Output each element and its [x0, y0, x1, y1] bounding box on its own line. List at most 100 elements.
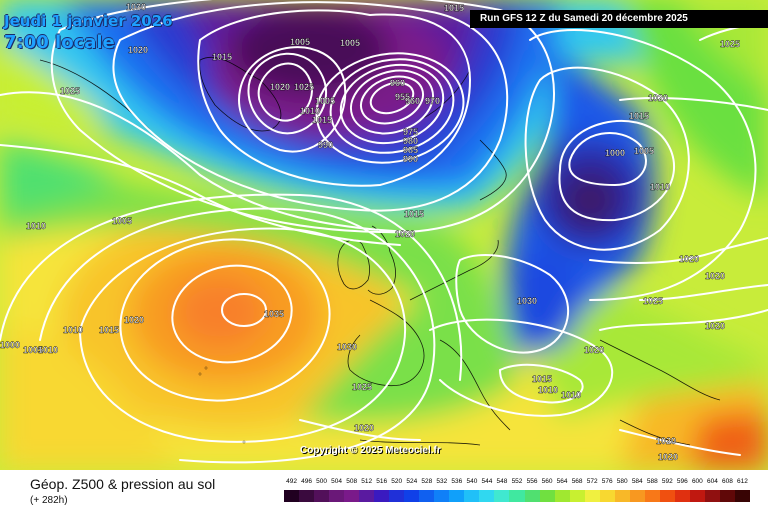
isobar-label: 1005: [315, 96, 335, 106]
color-scale-swatch: [419, 490, 435, 502]
color-scale-label: 560: [541, 478, 553, 485]
color-scale-label: 600: [691, 478, 703, 485]
color-scale-label: 492: [286, 478, 297, 485]
color-scale-swatch: [524, 490, 541, 502]
color-scale-swatch: [674, 490, 691, 502]
isobar-label: 1000: [605, 148, 625, 158]
isobar-label: 1025: [352, 382, 372, 392]
grid-markers: [198, 366, 246, 444]
isobar-label: 1020: [124, 315, 144, 325]
color-scale-swatch: [299, 490, 315, 502]
color-scale-swatch: [329, 490, 345, 502]
isobar-label: 1015: [212, 52, 232, 62]
isobar-label: 1005: [290, 37, 310, 47]
color-scale-label: 544: [481, 478, 493, 485]
isobar-label: 1015: [629, 111, 649, 121]
isobar-label: 1020: [395, 229, 415, 239]
color-scale-label: 536: [451, 478, 463, 485]
isobar-label: 1020: [648, 93, 668, 103]
color-scale-bar: [284, 490, 751, 502]
isobar-label: 1015: [404, 209, 424, 219]
isobar-label: 1015: [532, 374, 552, 384]
color-scale-swatch: [509, 490, 525, 502]
isobar-label: 1025: [720, 39, 740, 49]
model-run-banner: Run GFS 12 Z du Samedi 20 décembre 2025: [470, 10, 768, 28]
color-scale-label: 592: [661, 478, 673, 485]
isobar-label: 1020: [656, 436, 676, 446]
isobar-label: 1010: [538, 385, 558, 395]
isobar-label: 990: [403, 154, 418, 164]
isobar-label: 1010: [300, 106, 320, 116]
color-scale-label: 512: [361, 478, 373, 485]
color-scale-label: 604: [706, 478, 718, 485]
isobar-label: 1005: [112, 216, 132, 226]
color-scale-swatch: [389, 490, 405, 502]
color-scale-swatch: [359, 490, 375, 502]
isobar-label: 1020: [705, 271, 725, 281]
isobar-label: 1015: [444, 3, 464, 13]
forecast-date: Jeudi 1 janvier 2026: [4, 12, 173, 30]
color-scale-label: 564: [556, 478, 568, 485]
color-scale-swatch: [644, 490, 661, 502]
color-scale-swatch: [314, 490, 330, 502]
isobar-label: 1025: [294, 82, 314, 92]
forecast-hour-label: (+ 282h): [30, 495, 68, 506]
color-scale-swatch: [284, 490, 300, 502]
color-scale-label: 508: [346, 478, 358, 485]
color-scale-swatch: [704, 490, 721, 502]
color-scale-swatch: [374, 490, 390, 502]
isobar-label: 1020: [270, 82, 290, 92]
isobar-label: 1020: [354, 423, 374, 433]
isobar-label: 1025: [643, 296, 663, 306]
color-scale-label: 496: [301, 478, 312, 485]
isobar-label: 1010: [650, 182, 670, 192]
isobar-label: 955: [395, 92, 410, 102]
color-scale-swatch: [494, 490, 510, 502]
isobar-label: 1020: [679, 254, 699, 264]
color-scale-swatch: [599, 490, 616, 502]
color-scale-swatch: [629, 490, 646, 502]
isobar-label: 970: [425, 96, 440, 106]
legend-panel: Géop. Z500 & pression au sol (+ 282h) 49…: [0, 470, 768, 512]
isobar-label: 980: [403, 136, 418, 146]
isobar-label: 1005: [340, 38, 360, 48]
color-scale-label: 528: [421, 478, 433, 485]
isobar-label: 1015: [312, 115, 332, 125]
color-scale-labels: 492 496 500 504 508 512 516 520 524 528 532 536 540 5…: [284, 478, 750, 488]
color-scale-label: 532: [436, 478, 448, 485]
color-scale-label: 540: [466, 478, 478, 485]
isobars: [0, 0, 768, 464]
isobar-label: 1015: [99, 325, 119, 335]
color-scale-label: 584: [631, 478, 643, 485]
color-scale-swatch: [659, 490, 676, 502]
color-scale-swatch: [449, 490, 465, 502]
isobar-label: 1005: [634, 146, 654, 156]
color-scale-label: 520: [391, 478, 403, 485]
color-scale-label: 524: [406, 478, 418, 485]
color-scale-label: 568: [571, 478, 583, 485]
color-scale-swatch: [554, 490, 571, 502]
color-scale-label: 612: [737, 478, 748, 485]
color-scale-label: 548: [496, 478, 508, 485]
color-scale-swatch: [539, 490, 556, 502]
color-scale-label: 572: [586, 478, 598, 485]
isobar-label: 1010: [63, 325, 83, 335]
color-scale-label: 596: [676, 478, 688, 485]
color-scale-swatch: [614, 490, 631, 502]
color-scale-label: 608: [722, 478, 733, 485]
color-scale-label: 504: [331, 478, 343, 485]
color-scale-label: 588: [646, 478, 658, 485]
isobar-label: 975: [403, 127, 418, 137]
copyright-notice: Copyright © 2025 Meteociel.fr: [300, 445, 441, 456]
color-scale-label: 580: [616, 478, 628, 485]
isobar-label: 1010: [26, 221, 46, 231]
coastlines: [39, 56, 721, 446]
isobar-label: 1020: [658, 452, 678, 462]
isobar-label: 1020: [584, 345, 604, 355]
isobar-label: 1030: [337, 342, 357, 352]
geopotential-field: [0, 0, 768, 470]
color-scale-swatch: [569, 490, 586, 502]
